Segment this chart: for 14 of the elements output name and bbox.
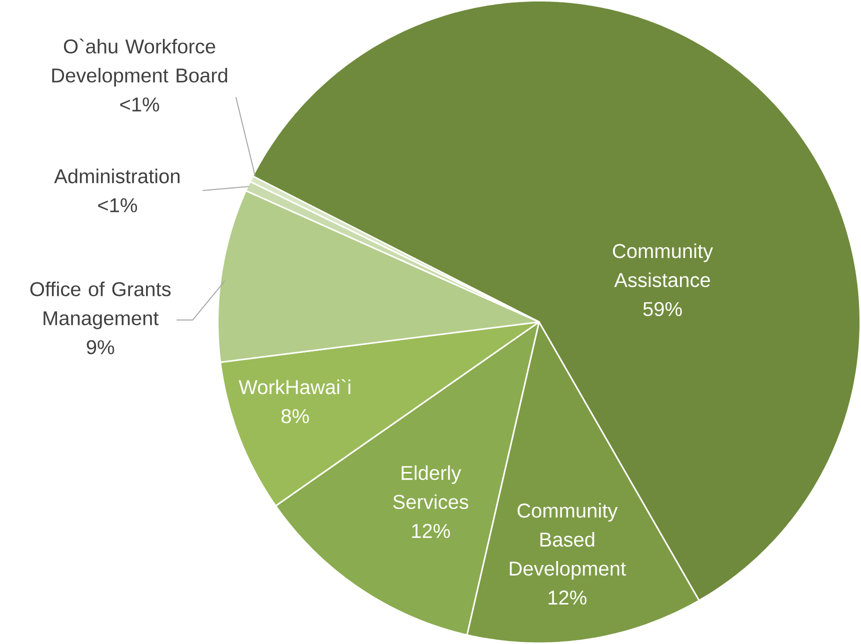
slice-label: Community Assistance [612,243,714,288]
data-label: <1% [98,198,138,212]
slice-label: Elderly Services [393,465,468,510]
data-label: 8% [282,409,309,424]
slice-label: WorkHawai`i [238,379,350,394]
data-label: 12% [412,524,450,538]
data-label: 9% [86,340,114,354]
slice-label: Office of Grants Management [30,282,171,330]
data-label: 12% [548,590,586,605]
slice-label: Administration [54,168,180,184]
slice-label: O`ahu Workforce Development Board [52,38,228,87]
data-label: <1% [120,97,160,112]
slice-label: Community Based Development [510,503,626,580]
data-label: 59% [643,302,682,316]
